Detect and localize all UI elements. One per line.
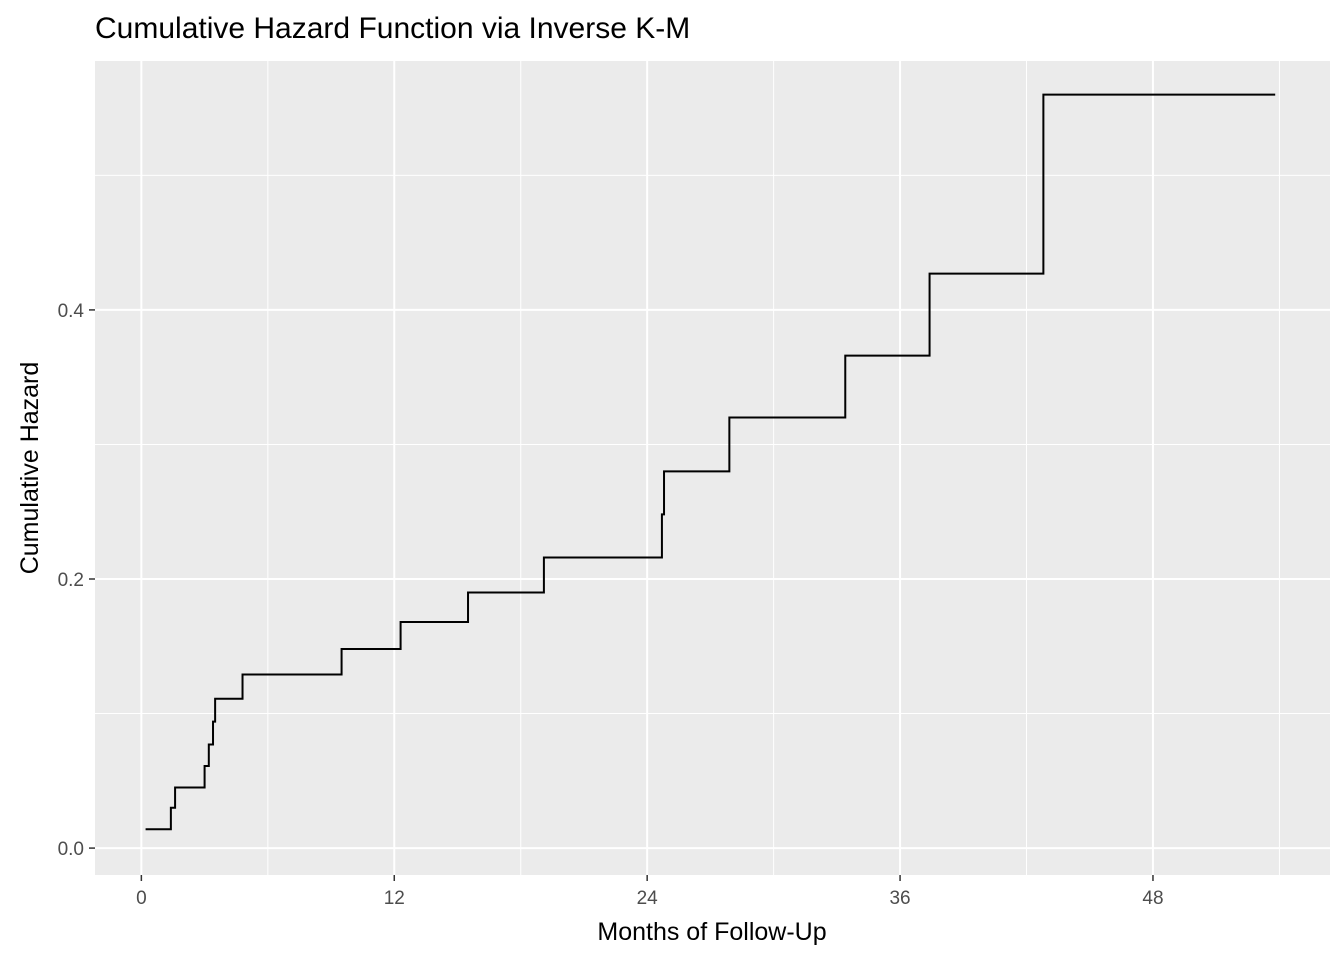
plot-panel [95, 61, 1330, 875]
y-axis-title: Cumulative Hazard [16, 362, 44, 575]
y-axis-ticks: 0.0 0.2 0.4 [58, 301, 95, 860]
x-tick-label: 24 [637, 888, 659, 909]
y-tick-label: 0.0 [58, 839, 84, 860]
x-tick-label: 12 [384, 888, 405, 909]
x-tick-label: 36 [889, 888, 910, 909]
y-tick-label: 0.2 [58, 570, 84, 591]
x-tick-label: 48 [1142, 888, 1163, 909]
x-axis-ticks: 0 12 24 36 48 [136, 875, 1164, 909]
x-tick-label: 0 [136, 888, 147, 909]
cumulative-hazard-line [145, 93, 1276, 831]
chart-title: Cumulative Hazard Function via Inverse K… [95, 12, 691, 45]
y-tick-label: 0.4 [58, 301, 85, 322]
grid-major [95, 61, 1330, 875]
grid-minor [95, 61, 1330, 875]
x-axis-title: Months of Follow-Up [597, 918, 826, 946]
